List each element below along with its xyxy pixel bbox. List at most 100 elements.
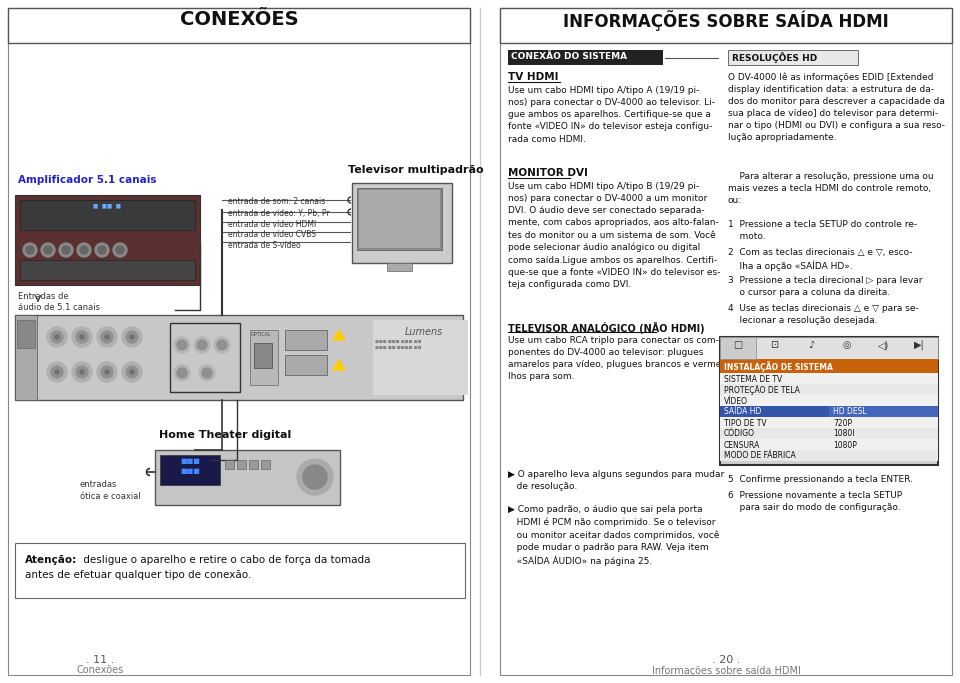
Circle shape [126, 366, 138, 378]
Circle shape [76, 366, 88, 378]
Text: entrada de vídeo: Y, Pb, Pr: entrada de vídeo: Y, Pb, Pr [228, 209, 329, 218]
Bar [15, 543, 465, 598]
Circle shape [174, 337, 190, 353]
Text: ▶|: ▶| [915, 340, 925, 350]
Circle shape [80, 246, 88, 254]
Bar [15, 195, 200, 285]
Text: TV HDMI: TV HDMI [508, 72, 559, 82]
Bar [160, 455, 220, 485]
Bar [15, 315, 37, 400]
Polygon shape [333, 360, 345, 370]
Bar [508, 50, 663, 65]
Circle shape [98, 246, 106, 254]
Circle shape [177, 368, 187, 378]
Text: SAÍDA HD: SAÍDA HD [724, 408, 761, 417]
Bar [500, 8, 952, 43]
Text: Lumens: Lumens [405, 327, 444, 337]
Circle shape [105, 335, 109, 339]
Bar [285, 330, 327, 350]
Bar [170, 323, 240, 392]
Bar [352, 183, 452, 263]
Circle shape [51, 331, 63, 343]
Circle shape [59, 243, 73, 257]
Circle shape [95, 243, 109, 257]
Circle shape [80, 370, 84, 374]
Text: ♪: ♪ [807, 340, 814, 350]
Circle shape [113, 243, 127, 257]
Text: INSTALAÇÃO DE SISTEMA: INSTALAÇÃO DE SISTEMA [724, 361, 833, 372]
Text: Use um cabo HDMI tipo A/tipo B (19/29 pi-
nos) para conectar o DV-4000 a um moni: Use um cabo HDMI tipo A/tipo B (19/29 pi… [508, 182, 720, 289]
Circle shape [217, 340, 227, 350]
Text: desligue o aparelho e retire o cabo de força da tomada: desligue o aparelho e retire o cabo de f… [80, 555, 371, 565]
Bar [720, 428, 938, 439]
Circle shape [130, 335, 134, 339]
Bar [225, 460, 234, 469]
Text: ■  ■■  ■: ■ ■■ ■ [93, 203, 121, 208]
Text: ◁): ◁) [877, 340, 889, 350]
Circle shape [105, 370, 109, 374]
Text: Amplificador 5.1 canais: Amplificador 5.1 canais [18, 175, 156, 185]
Text: ■■■: ■■■ [180, 468, 200, 474]
Text: 5  Confirme pressionando a tecla ENTER.: 5 Confirme pressionando a tecla ENTER. [728, 475, 913, 484]
Bar [829, 406, 938, 417]
Circle shape [44, 246, 52, 254]
Circle shape [80, 335, 84, 339]
Text: MODO DE FÁBRICA: MODO DE FÁBRICA [724, 451, 796, 460]
Text: Para alterar a resolução, pressione uma ou
mais vezes a tecla HDMI do controle r: Para alterar a resolução, pressione uma … [728, 172, 934, 206]
Text: entrada de som: 2 canais: entrada de som: 2 canais [228, 197, 325, 206]
Text: Informações sobre saída HDMI: Informações sobre saída HDMI [652, 665, 801, 675]
Circle shape [55, 335, 59, 339]
Text: INFORMAÇÕES SOBRE SAÍDA HDMI: INFORMAÇÕES SOBRE SAÍDA HDMI [564, 10, 889, 31]
Circle shape [41, 243, 55, 257]
Text: 1080P: 1080P [833, 441, 857, 449]
Bar [720, 450, 938, 461]
Bar [237, 460, 246, 469]
Circle shape [194, 337, 210, 353]
Text: ■■■: ■■■ [180, 458, 200, 464]
Bar [728, 50, 858, 65]
Text: MONITOR DVI: MONITOR DVI [508, 168, 588, 178]
Text: 720P: 720P [833, 419, 852, 428]
Bar [155, 450, 340, 505]
Text: Use um cabo HDMI tipo A/tipo A (19/19 pi-
nos) para conectar o DV-4000 ao televi: Use um cabo HDMI tipo A/tipo A (19/19 pi… [508, 86, 715, 143]
Text: Entradas de
áudio de 5.1 canais: Entradas de áudio de 5.1 canais [18, 292, 100, 312]
Circle shape [122, 362, 142, 382]
Bar [249, 460, 258, 469]
Circle shape [72, 362, 92, 382]
Text: PROTEÇÃO DE TELA: PROTEÇÃO DE TELA [724, 385, 800, 395]
Text: ■■■ ■■■ ■■■ ■■
■■■ ■■ ■■■■ ■■: ■■■ ■■■ ■■■ ■■ ■■■ ■■ ■■■■ ■■ [375, 340, 421, 350]
Text: CÓDIGO: CÓDIGO [724, 430, 755, 438]
Text: CENSURA: CENSURA [724, 441, 760, 449]
Bar [500, 8, 952, 675]
Bar [285, 355, 327, 375]
Text: TELEVISOR ANALÓGICO (NÃO HDMI): TELEVISOR ANALÓGICO (NÃO HDMI) [508, 322, 705, 334]
Text: Conexões: Conexões [77, 665, 124, 675]
Text: 2  Com as teclas direcionais △ e ▽, esco-
    lha a opção «SAÍDA HD».: 2 Com as teclas direcionais △ e ▽, esco-… [728, 248, 913, 271]
Bar [720, 406, 938, 417]
Text: 4  Use as teclas direcionais △ e ▽ para se-
    lecionar a resolução desejada.: 4 Use as teclas direcionais △ e ▽ para s… [728, 304, 919, 325]
Bar [261, 460, 270, 469]
Text: ▶ O aparelho leva alguns segundos para mudar
   de resolução.: ▶ O aparelho leva alguns segundos para m… [508, 470, 724, 491]
Circle shape [101, 366, 113, 378]
Bar [254, 343, 272, 368]
Text: VÍDEO: VÍDEO [724, 397, 748, 406]
Circle shape [72, 327, 92, 347]
Circle shape [116, 246, 124, 254]
Circle shape [126, 331, 138, 343]
Bar [720, 384, 938, 395]
Text: CONEXÃO DO SISTEMA: CONEXÃO DO SISTEMA [511, 52, 627, 61]
Circle shape [62, 246, 70, 254]
Bar [20, 200, 195, 230]
Circle shape [130, 370, 134, 374]
Circle shape [97, 327, 117, 347]
Circle shape [77, 243, 91, 257]
Circle shape [47, 327, 67, 347]
Bar [720, 395, 938, 406]
Text: entrada de vídeo CVBS: entrada de vídeo CVBS [228, 230, 316, 239]
Circle shape [26, 246, 34, 254]
Text: 6  Pressione novamente a tecla SETUP
    para sair do modo de configuração.: 6 Pressione novamente a tecla SETUP para… [728, 491, 902, 512]
Circle shape [177, 340, 187, 350]
Bar [720, 337, 756, 359]
Text: SISTEMA DE TV: SISTEMA DE TV [724, 374, 782, 383]
Text: entradas
ótica e coaxial: entradas ótica e coaxial [80, 480, 141, 501]
